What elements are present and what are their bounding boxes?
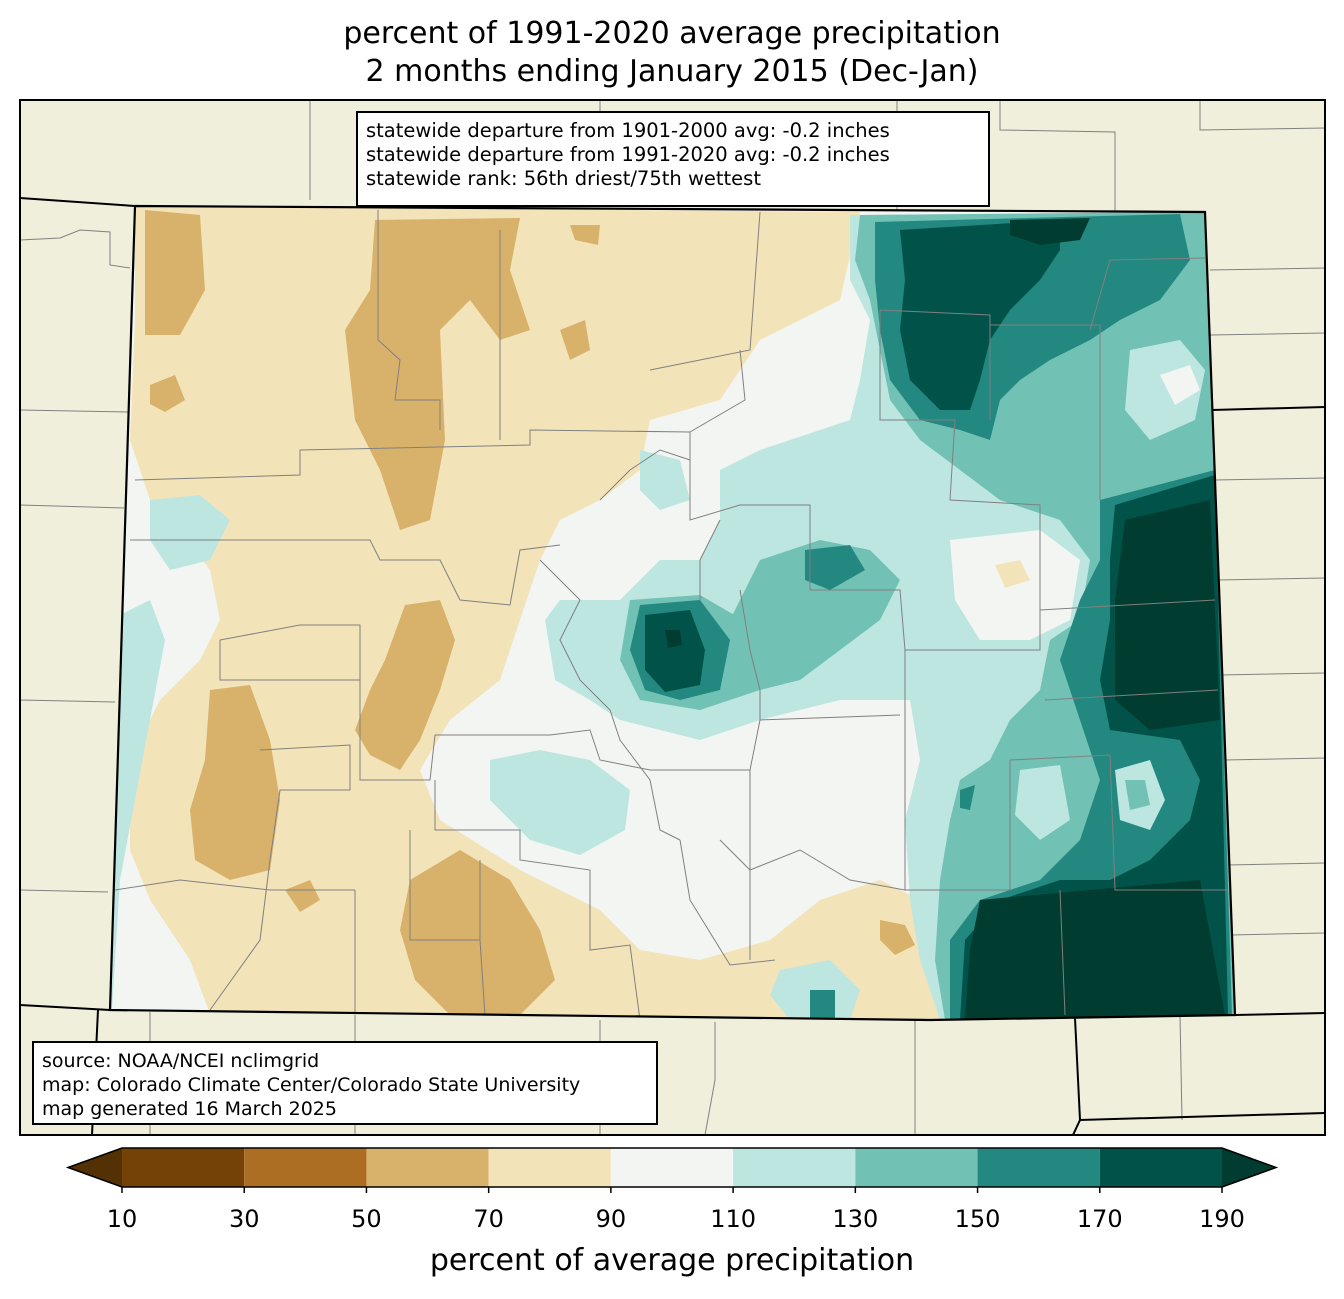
map-frame bbox=[19, 99, 1326, 1136]
colorbar-tick-label: 70 bbox=[473, 1205, 504, 1233]
colorbar-tick-label: 50 bbox=[351, 1205, 382, 1233]
colorbar-tick-label: 130 bbox=[832, 1205, 879, 1233]
colorbar-tick-label: 110 bbox=[710, 1205, 757, 1233]
colorbar-bin-6 bbox=[855, 1148, 978, 1187]
colorbar-bin-3 bbox=[488, 1148, 611, 1187]
source-line-3: map generated 16 March 2025 bbox=[42, 1098, 337, 1120]
colorbar-bin-1 bbox=[244, 1148, 367, 1187]
colorbar-over-arrow bbox=[1222, 1148, 1276, 1187]
colorado-border bbox=[108, 204, 1237, 1022]
source-box: source: NOAA/NCEI nclimgrid map: Colorad… bbox=[32, 1041, 658, 1125]
source-line-2: map: Colorado Climate Center/Colorado St… bbox=[42, 1074, 581, 1096]
colorbar-bin-4 bbox=[610, 1148, 734, 1187]
precipitation-field bbox=[110, 206, 1235, 1020]
colorbar-bin-7 bbox=[977, 1148, 1100, 1187]
colorbar-bin-2 bbox=[366, 1148, 489, 1187]
statewide-stats-box: statewide departure from 1901-2000 avg: … bbox=[356, 111, 990, 207]
colorbar-tick-label: 150 bbox=[954, 1205, 1001, 1233]
colorbar-tick-label: 90 bbox=[595, 1205, 627, 1233]
source-line-1: source: NOAA/NCEI nclimgrid bbox=[42, 1050, 320, 1072]
colorbar bbox=[65, 1147, 1279, 1193]
colorbar-tick-label: 190 bbox=[1199, 1205, 1245, 1233]
colorbar-tick-label: 170 bbox=[1076, 1205, 1123, 1233]
stats-line-2: statewide departure from 1991-2020 avg: … bbox=[366, 143, 890, 166]
map-title: percent of 1991-2020 average precipitati… bbox=[343, 16, 1001, 51]
map-subtitle: 2 months ending January 2015 (Dec-Jan) bbox=[365, 54, 979, 89]
stats-line-1: statewide departure from 1901-2000 avg: … bbox=[366, 119, 890, 142]
colorbar-label: percent of average precipitation bbox=[429, 1243, 915, 1278]
colorbar-bin-0 bbox=[122, 1148, 245, 1187]
stats-line-3: statewide rank: 56th driest/75th wettest bbox=[366, 167, 761, 190]
colorbar-tick-label: 10 bbox=[106, 1205, 138, 1233]
colorbar-bin-5 bbox=[733, 1148, 856, 1187]
colorbar-tick-label: 30 bbox=[228, 1205, 260, 1233]
colorbar-under-arrow bbox=[68, 1148, 122, 1187]
neighbor-state-borders bbox=[20, 197, 1325, 1135]
colorbar-bin-8 bbox=[1099, 1148, 1222, 1187]
